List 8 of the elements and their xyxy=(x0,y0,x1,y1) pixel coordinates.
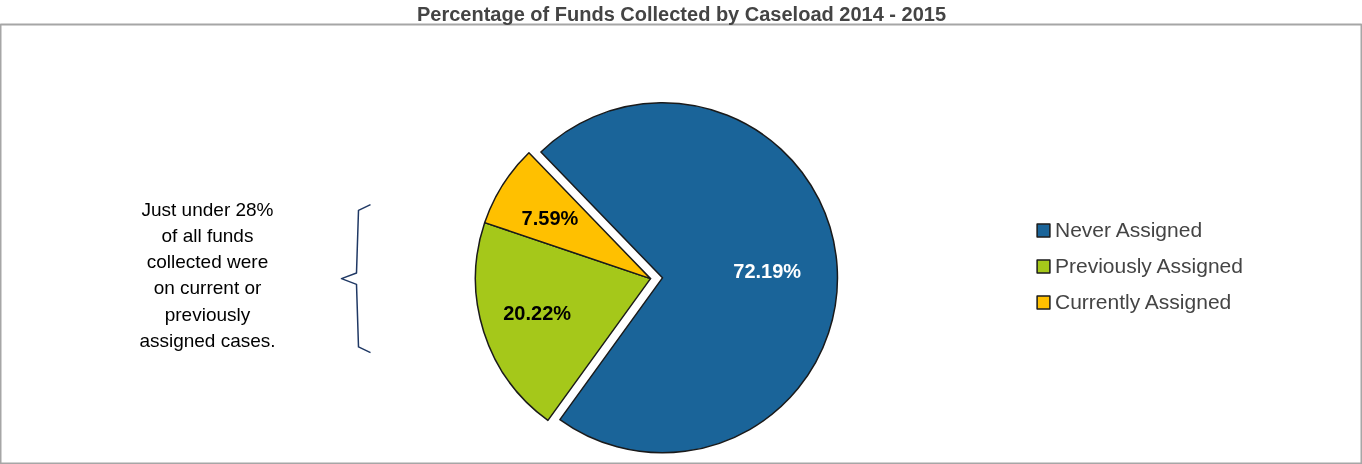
text: Just under 28% of all funds collected were on current or previously assigned cases. xyxy=(139,198,276,351)
data-label: 20.22% xyxy=(503,301,572,324)
chart-title: Percentage of Funds Collected by Caseload 2014 - 2015 xyxy=(416,2,947,25)
data-label: 72.19% xyxy=(733,259,802,282)
legend-label: Never Assigned xyxy=(1055,218,1203,242)
legend-label: Previously Assigned xyxy=(1055,254,1243,278)
legend-label: Currently Assigned xyxy=(1055,290,1232,314)
data-label: 7.59% xyxy=(521,207,579,230)
